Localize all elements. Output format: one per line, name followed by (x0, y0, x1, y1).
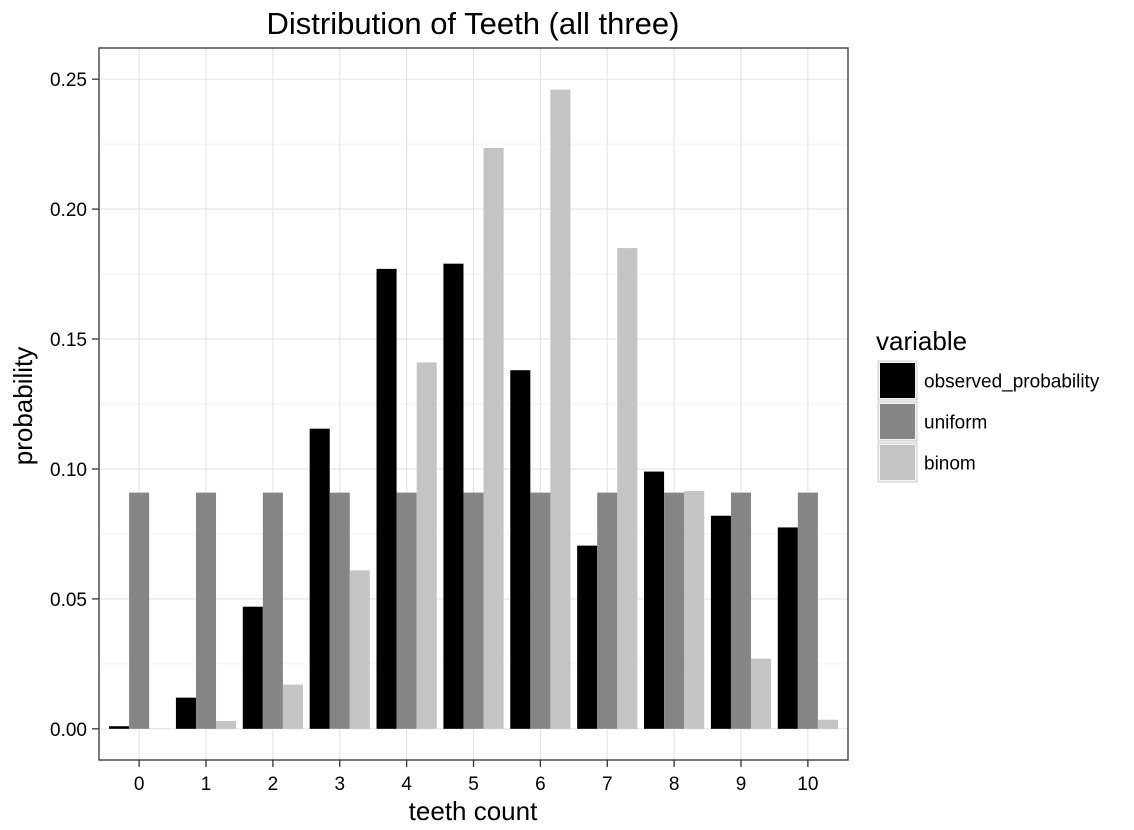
bar (778, 527, 798, 728)
y-tick-label: 0.25 (50, 70, 87, 91)
x-tick-label: 8 (669, 774, 680, 795)
y-tick-label: 0.15 (50, 330, 87, 351)
bar (310, 429, 330, 729)
chart-title: Distribution of Teeth (all three) (267, 6, 680, 41)
bar (330, 493, 350, 729)
bar (798, 493, 818, 729)
y-tick-label: 0.05 (50, 590, 87, 611)
bar (684, 491, 704, 729)
bar (377, 269, 397, 729)
bar (484, 148, 504, 729)
x-tick-label: 5 (468, 774, 479, 795)
plot-area: 0.00 0.05 0.10 0.15 0.20 0.25 0 1 2 3 4 5 6 7 8 9 10 (50, 48, 848, 795)
y-tick-label: 0.20 (50, 200, 87, 221)
bar (350, 570, 370, 729)
bar (417, 362, 437, 728)
bar (577, 546, 597, 729)
bar (109, 726, 129, 729)
x-tick-label: 2 (268, 774, 279, 795)
bar (263, 493, 283, 729)
x-tick-label: 4 (401, 774, 412, 795)
bar (129, 493, 149, 729)
bar (711, 516, 731, 729)
bar (530, 493, 550, 729)
bar (664, 493, 684, 729)
x-tick-label: 10 (797, 774, 818, 795)
legend-label: binom (924, 454, 976, 475)
legend-label: observed_probability (924, 372, 1100, 393)
bar (731, 493, 751, 729)
bar (176, 698, 196, 729)
x-tick-label: 3 (334, 774, 345, 795)
legend-key (880, 363, 915, 398)
bar (216, 721, 236, 729)
bar (196, 493, 216, 729)
y-tick-label: 0.10 (50, 460, 87, 481)
x-tick-label: 7 (602, 774, 613, 795)
x-tick-label: 0 (134, 774, 145, 795)
legend-label: uniform (924, 413, 987, 434)
bar (283, 685, 303, 729)
x-axis-label: teeth count (409, 796, 538, 825)
x-tick-label: 1 (201, 774, 212, 795)
bar (644, 472, 664, 729)
bar (751, 659, 771, 729)
x-tick-label: 9 (736, 774, 747, 795)
bar (463, 493, 483, 729)
bar (617, 248, 637, 729)
x-tick-label: 6 (535, 774, 546, 795)
bar (550, 90, 570, 729)
legend-key (880, 445, 915, 480)
bar (818, 720, 838, 729)
y-tick-label: 0.00 (50, 720, 87, 741)
legend-key (880, 404, 915, 439)
bar (597, 493, 617, 729)
bar (397, 493, 417, 729)
y-axis-label: probability (8, 347, 38, 466)
legend-title: variable (876, 326, 967, 356)
bar (243, 607, 263, 729)
bar (443, 264, 463, 729)
bar (510, 370, 530, 729)
